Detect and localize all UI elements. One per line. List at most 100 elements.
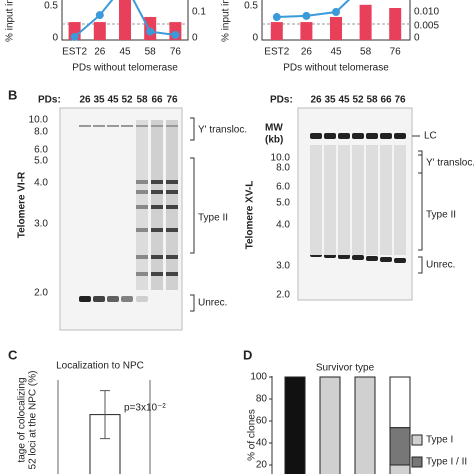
y2-tick-label: 0 — [414, 33, 420, 44]
band — [338, 254, 350, 259]
band — [352, 255, 364, 260]
band — [151, 190, 163, 194]
y-axis-label: Telomere XV-L — [245, 181, 256, 250]
lc-label: LC — [424, 131, 437, 142]
lane-label: 52 — [121, 95, 133, 106]
smear — [366, 145, 378, 255]
marker-label: 8.0 — [34, 127, 48, 138]
y-tick-label: 0.5 — [44, 1, 58, 12]
y2-tick-label: 0.1 — [192, 7, 206, 18]
smear — [380, 145, 392, 255]
band — [151, 228, 163, 232]
bracket — [190, 294, 195, 312]
pds-label: PDs: — [38, 95, 61, 106]
marker-label: 10.0 — [271, 153, 291, 164]
band — [352, 133, 364, 139]
band — [136, 125, 148, 127]
lane-label: 58 — [136, 95, 148, 106]
pds-label: PDs: — [270, 95, 293, 106]
band — [121, 296, 133, 302]
lane-label: 26 — [79, 95, 91, 106]
y2-tick-label: 0.005 — [414, 21, 439, 32]
marker-label: 5.0 — [276, 198, 290, 209]
band — [151, 255, 163, 259]
y-tick-label: 0 — [252, 33, 258, 44]
y-tick-label: 100 — [250, 372, 267, 383]
bracket-label: Type II — [198, 213, 228, 224]
y-tick-label: 40 — [256, 438, 268, 449]
bracket — [418, 150, 423, 174]
band — [93, 125, 105, 127]
band — [166, 205, 178, 209]
band — [136, 272, 148, 276]
lane-label: 52 — [352, 95, 364, 106]
y-tick-label: 60 — [256, 416, 268, 427]
band — [166, 190, 178, 194]
bar-segment — [389, 464, 411, 474]
mw-label: MW — [265, 123, 283, 134]
y-tick-label: 20 — [256, 460, 268, 471]
x-tick-label: 26 — [94, 47, 106, 58]
x-axis-label: PDs without telomerase — [72, 63, 178, 74]
x-tick-label: 58 — [145, 47, 157, 58]
x-tick-label: EST2 — [62, 47, 87, 58]
bar — [359, 4, 372, 41]
lane-label: 66 — [151, 95, 163, 106]
band — [310, 133, 322, 139]
line-point — [272, 13, 281, 22]
bracket — [190, 157, 195, 254]
y2-axis-label: % input in — [221, 0, 232, 42]
bar-segment — [389, 376, 411, 429]
band — [107, 125, 119, 127]
y2-tick-label: 0 — [192, 33, 198, 44]
y-axis-label: Telomere VI-R — [17, 171, 28, 238]
band — [394, 133, 406, 139]
lane-label: 76 — [394, 95, 406, 106]
lane-label: 76 — [166, 95, 178, 106]
bracket-label: Unrec. — [426, 260, 455, 271]
x-tick-label: 76 — [170, 47, 182, 58]
y-axis-label: 52 loci at the NPC (%) — [28, 371, 39, 470]
chart-title: Survivor type — [316, 363, 375, 374]
band — [79, 125, 91, 127]
y-tick-label: 0.5 — [244, 1, 258, 12]
bar — [270, 22, 283, 40]
smear — [338, 145, 350, 255]
line-point — [332, 8, 340, 16]
marker-label: 3.0 — [276, 261, 290, 272]
panel-label: C — [8, 347, 18, 362]
marker-label: 2.0 — [34, 288, 48, 299]
lane-label: 35 — [324, 95, 336, 106]
line — [73, 0, 176, 38]
lane-label: 26 — [310, 95, 322, 106]
line-point — [70, 32, 79, 41]
band — [121, 125, 133, 127]
band — [136, 190, 148, 194]
bar — [389, 8, 402, 40]
marker-label: 5.0 — [34, 156, 48, 167]
bar — [119, 0, 131, 40]
band — [151, 180, 163, 184]
band — [136, 205, 148, 209]
bar-segment — [389, 427, 411, 466]
marker-label: 3.0 — [34, 219, 48, 230]
gel — [59, 107, 183, 331]
mw-unit: (kb) — [265, 135, 283, 146]
band — [93, 296, 105, 302]
x-tick-label: 45 — [119, 47, 131, 58]
band — [166, 125, 178, 127]
marker-label: 8.0 — [276, 163, 290, 174]
x-tick-label: EST2 — [264, 47, 289, 58]
bracket-label: Type II — [426, 210, 456, 221]
legend-swatch — [411, 434, 423, 446]
bracket-label: Y' transloc. — [426, 158, 474, 169]
band — [136, 228, 148, 232]
y2-tick-label: 0.010 — [414, 7, 439, 18]
smear — [324, 145, 336, 255]
band — [394, 258, 406, 263]
band — [151, 205, 163, 209]
band — [107, 296, 119, 302]
line-point — [302, 11, 311, 20]
legend-swatch — [411, 456, 423, 468]
